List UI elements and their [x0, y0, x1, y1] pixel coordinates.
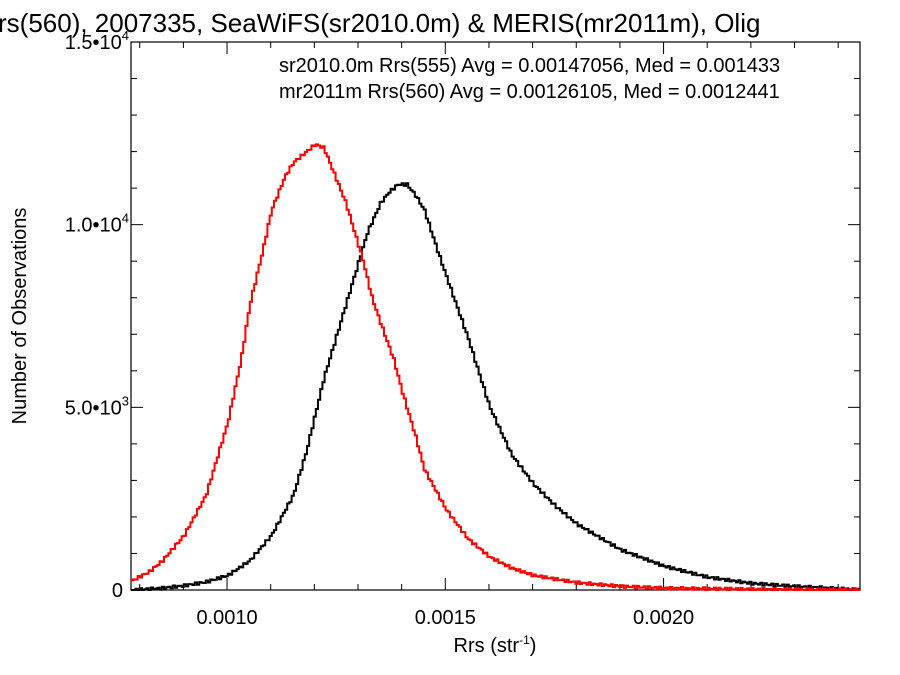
y-axis-label: Number of Observations	[9, 208, 31, 425]
axis-ticks	[131, 41, 860, 591]
chart-title: rs(560), 2007335, SeaWiFS(sr2010.0m) & M…	[0, 8, 760, 38]
y-tick-labels: 0 5.0•103 1.0•104 1.5•104	[65, 28, 129, 602]
y-tick-label: 5.0•103	[65, 393, 129, 419]
legend-entry-mr2011: mr2011m Rrs(560) Avg = 0.00126105, Med =…	[279, 81, 780, 103]
plot-frame	[130, 41, 861, 591]
legend-entry-sr2010: sr2010.0m Rrs(555) Avg = 0.00147056, Med…	[279, 55, 780, 77]
series-line-0	[131, 182, 861, 591]
x-tick-label: 0.0020	[633, 607, 694, 629]
x-tick-label: 0.0015	[415, 607, 476, 629]
y-tick-label: 0	[112, 580, 123, 602]
x-tick-label: 0.0010	[196, 607, 257, 629]
series-line-1	[131, 143, 861, 591]
series-lines	[131, 143, 861, 591]
y-tick-label: 1.0•104	[65, 211, 129, 237]
x-tick-labels: 0.0010 0.0015 0.0020	[196, 607, 694, 629]
x-axis-label: Rrs (str-1)	[454, 633, 537, 657]
y-tick-label: 1.5•104	[65, 28, 129, 54]
